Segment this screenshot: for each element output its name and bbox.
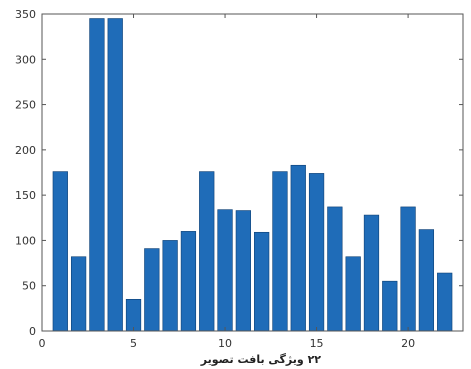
bar-19: [382, 280, 398, 332]
bar-9: [199, 171, 215, 332]
bar-4: [107, 18, 123, 332]
bar-13: [272, 171, 288, 332]
bar-11: [235, 210, 251, 332]
bar-6: [144, 248, 160, 332]
x-tick-label: 0: [39, 337, 46, 350]
bar-21: [418, 229, 435, 332]
y-tick-label: 50: [22, 280, 36, 293]
bar-10: [217, 209, 233, 332]
y-tick-label: 0: [29, 325, 36, 338]
plot-frame: [41, 13, 464, 332]
bar-12: [254, 231, 270, 332]
bar-8: [180, 231, 197, 332]
y-tick-label: 350: [15, 8, 36, 21]
x-tick-label: 5: [130, 337, 137, 350]
x-tick-label: 15: [310, 337, 324, 350]
x-axis-label: ۲۲ ویژگی بافت تصویر: [200, 353, 321, 366]
bar-7: [162, 240, 178, 332]
plot-area: [42, 14, 463, 331]
x-tick-label: 20: [401, 337, 415, 350]
y-axis-ticks: 0 50 100 150 200 250 300 350: [15, 8, 463, 338]
bar-2: [70, 256, 87, 332]
y-tick-label: 300: [15, 53, 36, 66]
bars-group: [52, 18, 453, 332]
bar-17: [345, 256, 361, 332]
bar-16: [327, 206, 343, 332]
y-tick-label: 200: [15, 144, 36, 157]
y-tick-label: 100: [15, 234, 36, 247]
bar-20: [400, 206, 416, 332]
bar-22: [437, 272, 453, 332]
bar-1: [52, 171, 68, 332]
bar-15: [308, 173, 325, 332]
y-tick-label: 150: [15, 189, 36, 202]
bar-3: [89, 18, 105, 332]
bar-18: [363, 214, 380, 332]
x-tick-label: 10: [218, 337, 232, 350]
bar-5: [125, 298, 142, 332]
y-tick-label: 250: [15, 99, 36, 112]
x-axis-ticks: 0 5 10 15 20: [39, 14, 415, 350]
bar-14: [290, 164, 306, 332]
